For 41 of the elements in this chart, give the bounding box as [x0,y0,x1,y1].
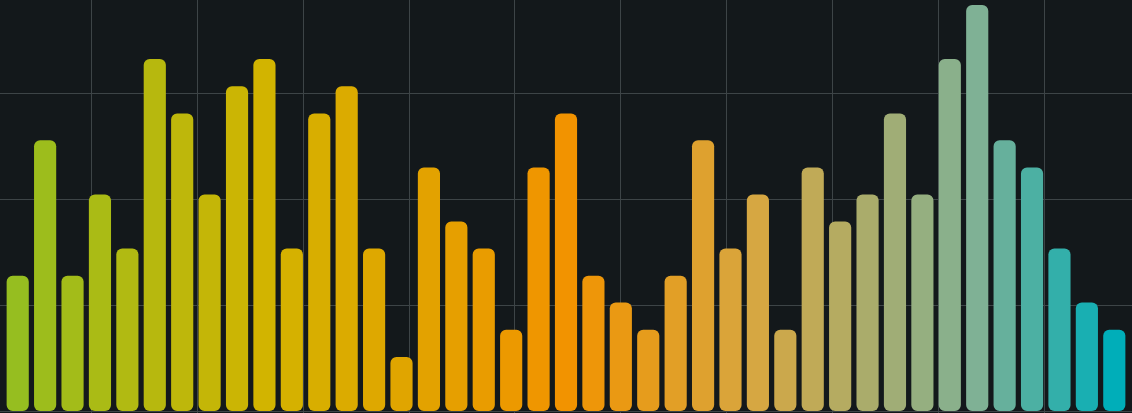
bar [171,113,194,411]
bar [1075,302,1098,411]
bar [143,59,166,411]
bar [390,357,413,411]
bar [582,275,605,411]
bar [883,113,907,411]
bar [911,194,934,411]
bar [1020,167,1044,411]
bar [6,275,29,411]
bar [829,221,852,411]
bar [1103,329,1126,411]
bar [88,194,112,411]
bar [417,167,441,411]
bar [993,140,1016,411]
bar [966,5,989,411]
bar [938,59,961,411]
bar [198,194,221,411]
bar [308,113,331,411]
bar [34,140,57,411]
bar [1048,248,1071,411]
bar [554,113,578,411]
bar [445,221,468,411]
bar [500,329,523,411]
bar [61,275,84,411]
bar [774,329,797,411]
bar [253,59,276,411]
bar [363,248,386,411]
bar [609,302,632,411]
bar [719,248,742,411]
bar [801,167,824,411]
bar [335,86,358,411]
bar [225,86,249,411]
bar [527,167,550,411]
bar [691,140,715,411]
bar [280,248,303,411]
bar [664,275,687,411]
bar [637,329,660,411]
bar [746,194,769,411]
bar [116,248,139,411]
bar [856,194,879,411]
bar [472,248,495,411]
